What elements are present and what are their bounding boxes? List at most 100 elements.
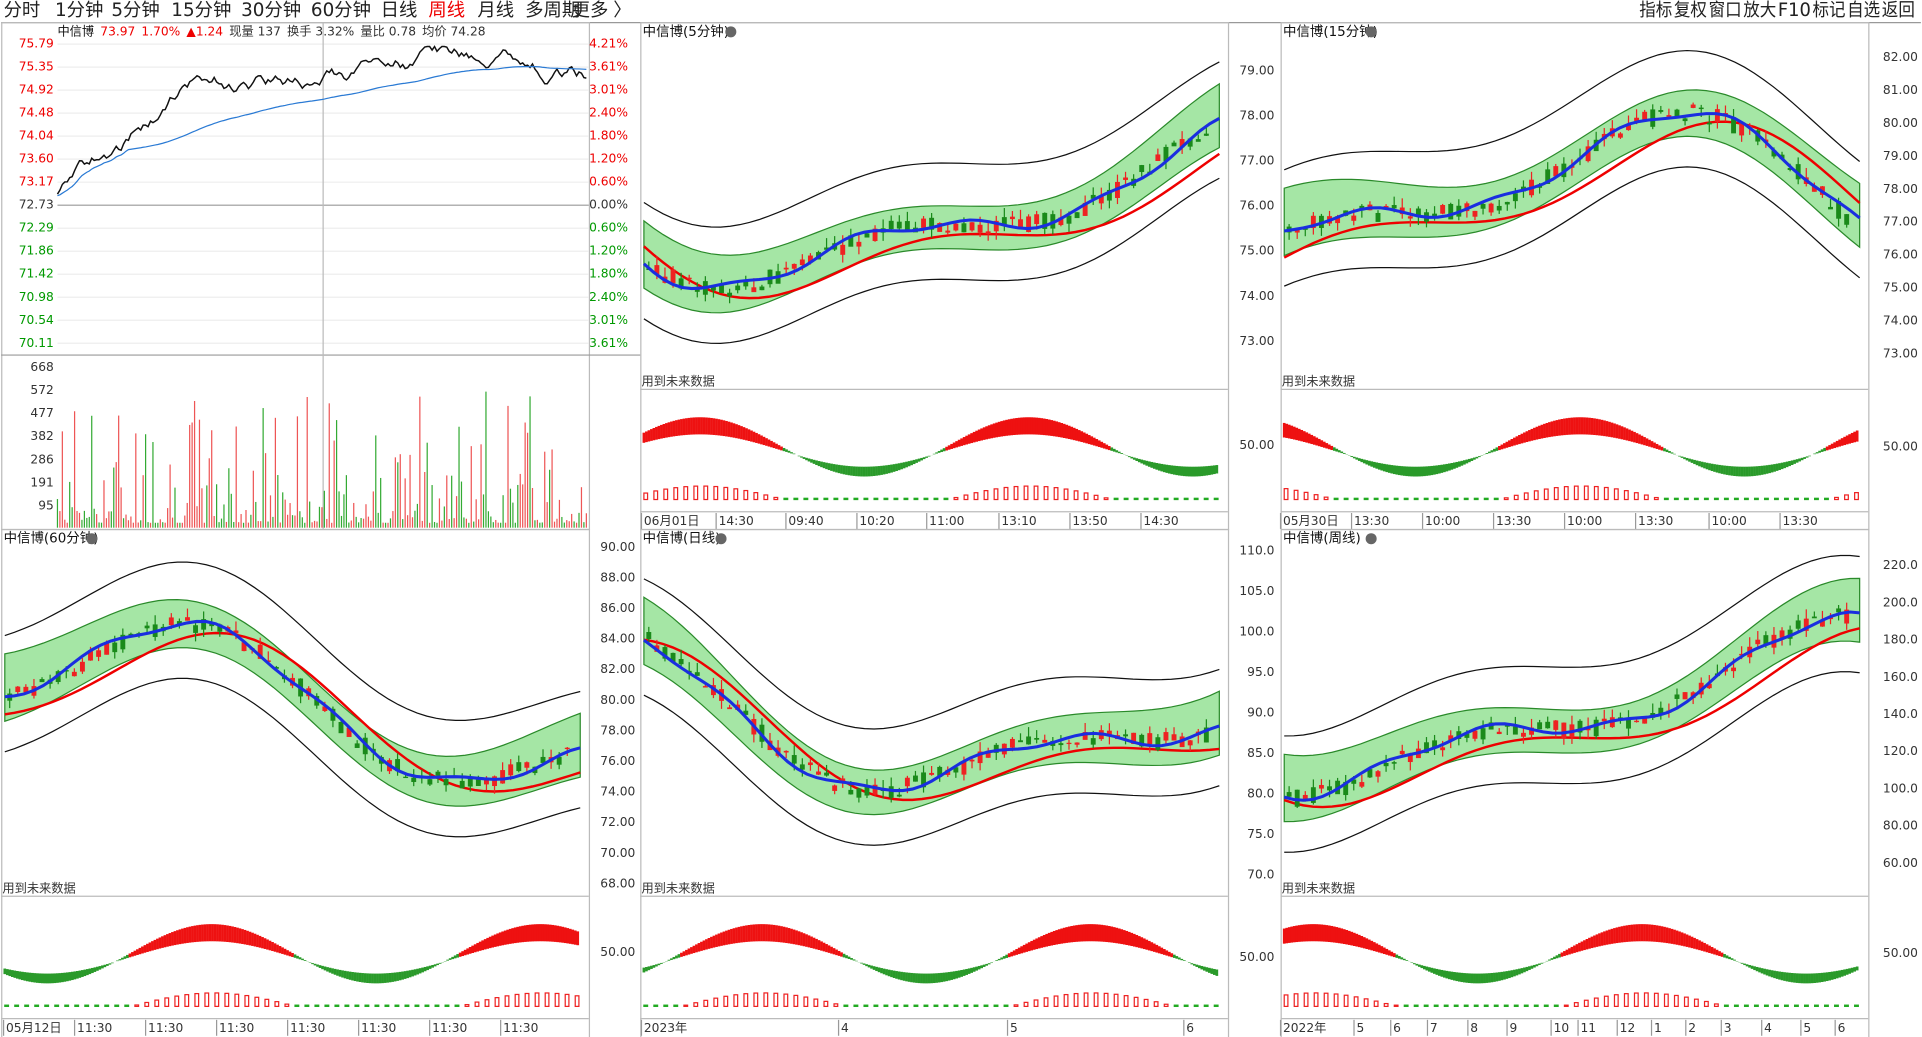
volume-axis-label: 191 [30,475,53,489]
period-tab[interactable]: 1分钟 [55,0,103,21]
indicator-bar [653,1004,659,1008]
indicator-bar [843,497,849,501]
indicator-bar [1173,497,1179,501]
indicator-bar [1013,485,1019,501]
period-tab[interactable]: 多周期 [525,0,580,21]
indicator-bar [1824,497,1829,501]
period-tab[interactable]: 周线 [428,0,465,21]
tool-button[interactable]: 放大 [1743,0,1776,21]
indicator-bar [733,488,739,501]
panel-menu[interactable] [86,533,98,545]
tool-button[interactable]: 窗口 [1709,0,1742,21]
candle-body [953,223,959,231]
indicator-bar [1003,1004,1009,1008]
y-axis-label: 160.0 [1883,670,1918,684]
period-tab[interactable]: 更多 [572,0,609,21]
candle-body [1634,117,1640,122]
indicator-bar [883,497,889,501]
x-axis-label: 4 [841,1021,849,1035]
price-axis-label: 74.04 [19,129,54,143]
period-tab[interactable]: 日线 [381,0,418,21]
indicator-bar [1313,494,1319,501]
panel-menu[interactable] [1365,533,1377,545]
volume-axis-label: 382 [30,429,53,443]
price-axis-label: 74.48 [19,106,54,120]
candle-body [1674,694,1680,699]
more-arrow[interactable]: 〉 [613,0,631,21]
tool-button[interactable]: 标记 [1813,0,1846,21]
period-tab[interactable]: 30分钟 [241,0,301,21]
indicator-bar [1123,497,1129,501]
price-axis-label: 75.79 [19,37,54,51]
indicator-bar [1773,497,1779,501]
indicator-bar [643,1004,649,1008]
indicator-bar [234,993,240,1008]
indicator-bar [1593,997,1599,1008]
panel-menu[interactable] [725,26,737,38]
candle-body [1553,166,1559,177]
candle-body [1658,110,1664,112]
candle-body [969,759,975,762]
candle-body [1074,742,1080,745]
x-axis-label: 10:00 [1712,514,1747,528]
tool-button[interactable]: 返回 [1882,0,1915,21]
y-axis-label: 80.00 [600,693,635,707]
indicator-bar [683,1004,689,1008]
candle-body [1034,214,1040,225]
candle-body [1195,139,1201,142]
quote-field: 量比 0.78 [360,24,416,38]
indicator-bar [1123,995,1129,1008]
indicator-bar [1563,486,1569,501]
y-axis-label: 60.00 [1883,856,1918,870]
indicator-bar [1303,992,1309,1008]
tool-button[interactable]: 复权 [1674,0,1707,21]
candle-body [1171,734,1177,741]
candle-body [670,652,676,663]
indicator-bar [414,1004,420,1008]
period-tab[interactable]: 月线 [477,0,514,21]
candle-body [1090,194,1096,199]
x-axis-label: 5 [1010,1021,1018,1035]
indicator-bar [1083,992,1089,1008]
indicator-bar [1603,995,1609,1008]
tool-button[interactable]: 自选 [1847,0,1880,21]
indicator-bar [84,1004,90,1008]
candle-body [1521,732,1526,737]
candle-body [985,750,991,758]
x-axis-label: 8 [1470,1021,1478,1035]
indicator-bar [1403,497,1409,501]
price-axis-label: 70.98 [19,290,54,304]
volume-axis-label: 95 [38,499,54,513]
period-tab[interactable]: 5分钟 [111,0,159,21]
indicator-bar [1093,494,1099,501]
period-tab[interactable]: 15分钟 [171,0,231,21]
indicator-bar [404,1004,410,1008]
tool-button[interactable]: F10 [1778,0,1811,21]
y-axis-label: 76.00 [1883,248,1918,262]
pct-axis-label: 2.40% [589,290,628,304]
volume-axis-label: 572 [30,383,53,397]
volume-axis-label: 477 [30,406,53,420]
indicator-bar [1854,1004,1859,1008]
candle-body [1706,683,1712,689]
candle-body [694,289,700,292]
indicator-bar [14,1004,20,1008]
candle-body [467,777,473,787]
y-axis-label: 81.00 [1883,83,1918,97]
period-tab[interactable]: 分时 [4,0,41,21]
indicator-bar [1083,492,1089,501]
tool-button[interactable]: 指标 [1639,0,1672,21]
period-tab[interactable]: 60分钟 [311,0,371,21]
x-axis-label: 11 [1581,1021,1597,1035]
x-axis-label: 05月30日 [1283,514,1339,528]
x-axis-label: 7 [1430,1021,1438,1035]
panel-menu[interactable] [1365,26,1377,38]
candle-body [1545,721,1551,729]
indicator-bar [753,492,759,501]
candle-body [241,642,247,652]
pct-axis-label: 3.61% [589,60,628,74]
future-note: 用到未来数据 [1282,880,1355,895]
panel-menu[interactable] [715,533,727,545]
price-line [56,45,587,195]
indicator-label: 50.00 [1239,438,1274,452]
